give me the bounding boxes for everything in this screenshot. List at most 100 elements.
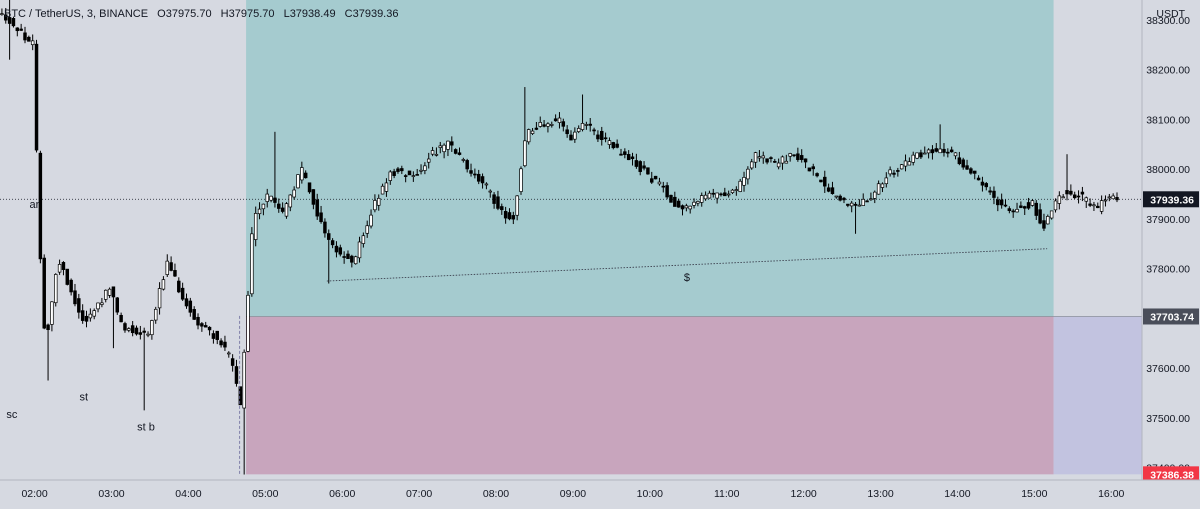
candle <box>1115 192 1119 203</box>
candle-body <box>615 143 619 148</box>
candle <box>1042 213 1046 232</box>
candle <box>30 34 35 51</box>
candle <box>580 94 585 132</box>
candle-body <box>357 241 362 259</box>
candle-body <box>826 187 831 192</box>
low-label: L <box>284 8 290 20</box>
candle-body <box>284 203 289 217</box>
candle <box>27 35 31 42</box>
candle-body <box>511 215 516 220</box>
candle-body <box>265 193 269 202</box>
candle <box>819 179 823 183</box>
candle-body <box>1057 195 1062 204</box>
candle-body <box>834 195 839 198</box>
candle <box>830 181 835 195</box>
candle-body <box>238 386 243 406</box>
candle-body <box>319 212 323 223</box>
candle-body <box>134 327 139 335</box>
candle <box>815 172 819 178</box>
candle-body <box>107 288 112 296</box>
candle-body <box>157 288 162 309</box>
candle <box>719 192 723 197</box>
candle-body <box>346 253 350 259</box>
candle-body <box>796 153 800 161</box>
candle <box>1069 184 1073 196</box>
candle <box>46 323 50 381</box>
candle <box>838 194 842 202</box>
trendline <box>326 248 1048 282</box>
candle-body <box>215 330 219 340</box>
candle-body <box>888 169 892 175</box>
candle-body <box>638 161 642 172</box>
candle <box>311 189 316 210</box>
candle <box>896 167 900 177</box>
candle-body <box>1026 202 1031 209</box>
candle-body <box>338 247 343 255</box>
candle-body <box>992 190 996 198</box>
candle-body <box>184 298 189 307</box>
candle <box>73 283 77 307</box>
candle-body <box>734 189 739 191</box>
candle <box>857 199 862 207</box>
x-tick-label: 16:00 <box>1098 488 1124 500</box>
candle <box>784 154 789 164</box>
candle <box>807 167 812 172</box>
candle <box>1057 191 1062 210</box>
candle-body <box>1007 208 1012 211</box>
candle <box>38 150 43 264</box>
candle <box>803 158 808 169</box>
candle <box>826 183 831 193</box>
candle <box>77 293 81 319</box>
candle <box>965 159 969 170</box>
time-axis[interactable]: 02:00 03:00 04:00 05:00 06:00 07:00 08:00 09:00… <box>0 479 1200 504</box>
candle <box>596 130 600 142</box>
candle <box>50 301 54 332</box>
candle <box>600 126 604 146</box>
candle-body <box>419 169 423 172</box>
candle-body <box>104 289 108 300</box>
candle-body <box>980 181 985 186</box>
candle-body <box>942 148 946 153</box>
candle <box>873 190 877 204</box>
candle-body <box>488 190 492 193</box>
candle <box>823 170 827 193</box>
candle <box>115 296 120 315</box>
candle <box>323 218 327 238</box>
candle-body <box>676 200 681 208</box>
candle <box>200 322 204 332</box>
candle-body <box>1084 197 1088 202</box>
candle-body <box>565 129 569 135</box>
candle-body <box>57 264 62 273</box>
candle-body <box>607 140 612 145</box>
candle <box>127 327 131 333</box>
candle <box>342 251 346 264</box>
candle-body <box>430 150 435 155</box>
y-tick-label: 38100.00 <box>1146 114 1190 126</box>
candle-body <box>392 171 396 176</box>
open-label: O <box>157 8 166 20</box>
candle <box>780 155 785 170</box>
x-tick-label: 15:00 <box>1021 488 1047 500</box>
price-axis[interactable]: USDT 38300.00 38200.00 38100.00 38000.00 379… <box>1141 0 1200 483</box>
candle-body <box>1053 200 1058 211</box>
candle <box>500 203 504 215</box>
candle-body <box>823 176 827 187</box>
candle-body <box>442 144 446 153</box>
candle-body <box>323 221 327 234</box>
x-tick-label: 07:00 <box>406 488 432 500</box>
candle-body <box>780 156 785 164</box>
candle-body <box>46 324 50 330</box>
candle <box>161 276 166 291</box>
candle <box>1026 197 1031 210</box>
candle <box>888 166 892 177</box>
candle-body <box>1046 216 1050 225</box>
candle-body <box>973 170 977 174</box>
candle-body <box>684 205 689 209</box>
candle-body <box>77 298 81 313</box>
candle-body <box>0 13 4 15</box>
time-axis-background <box>0 480 1200 504</box>
candle <box>788 152 792 162</box>
candle-body <box>1088 203 1092 206</box>
